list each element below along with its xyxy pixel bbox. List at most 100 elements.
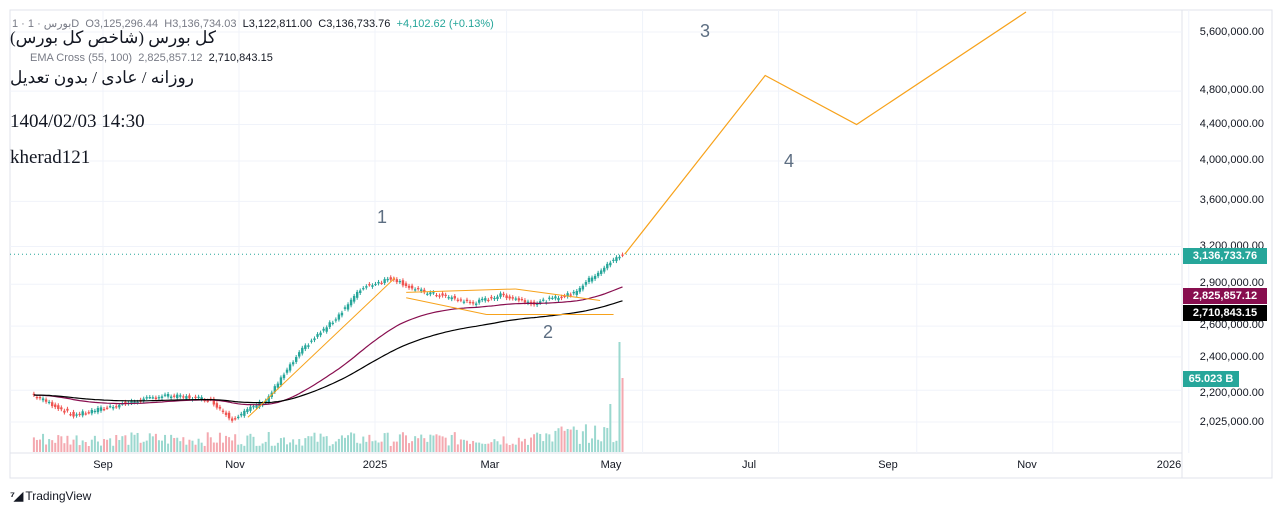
volume-bar-29	[121, 436, 124, 452]
candle-128	[423, 289, 426, 293]
candle-91	[310, 340, 313, 342]
volume-bar-166	[539, 433, 542, 452]
candle-43	[163, 394, 167, 396]
volume-bar-13	[72, 439, 75, 452]
volume-bar-109	[365, 441, 368, 452]
volume-bar-112	[374, 440, 377, 452]
candle-174	[563, 295, 566, 298]
candle-143	[468, 301, 472, 304]
volume-bar-18	[87, 445, 90, 452]
volume-bar-170	[551, 441, 554, 452]
volume-bar-154	[502, 436, 505, 452]
volume-bar-55	[200, 442, 203, 452]
volume-bar-39	[151, 436, 154, 452]
volume-bar-147	[481, 443, 484, 452]
volume-bar-20	[93, 435, 96, 452]
candle-153	[499, 293, 502, 297]
volume-bar-3	[42, 433, 45, 452]
volume-bar-193	[621, 378, 624, 452]
volume-bar-7	[54, 442, 57, 452]
volume-bar-9	[60, 436, 63, 452]
volume-bar-159	[517, 437, 520, 452]
candle-165	[535, 303, 539, 306]
candle-30	[124, 401, 127, 405]
candle-160	[520, 298, 524, 301]
volume-bar-44	[167, 443, 170, 452]
volume-bar-124	[411, 441, 414, 452]
candle-169	[548, 297, 551, 299]
volume-bar-75	[261, 443, 264, 452]
candle-56	[203, 399, 206, 402]
candle-117	[389, 277, 392, 280]
candle-180	[581, 285, 585, 290]
volume-bar-130	[429, 434, 432, 452]
volume-bar-179	[578, 443, 581, 452]
volume-bar-47	[176, 437, 179, 452]
volume-bar-185	[597, 439, 600, 452]
volume-badge: 65.023 B	[1183, 371, 1239, 387]
candle-114	[380, 282, 383, 284]
wave-label-2: 2	[543, 322, 554, 342]
volume-bar-68	[240, 444, 243, 452]
volume-bar-183	[591, 438, 594, 452]
candle-92	[313, 338, 316, 341]
volume-bar-122	[404, 435, 407, 452]
volume-bar-8	[57, 435, 60, 452]
candle-51	[188, 395, 191, 399]
tradingview-logo[interactable]: ⁷◢ TradingView	[10, 489, 91, 503]
price-tick-5600000: 5,600,000.00	[1199, 26, 1264, 38]
candle-100	[337, 314, 341, 320]
candle-103	[346, 304, 350, 310]
volume-bar-129	[426, 441, 429, 452]
trendline-wave-1	[247, 277, 396, 418]
candle-47	[176, 394, 179, 399]
candle-23	[102, 408, 106, 411]
volume-bar-156	[508, 445, 511, 452]
volume-bar-90	[307, 436, 310, 452]
candle-59	[212, 398, 216, 405]
candle-8	[57, 405, 60, 409]
volume-bar-132	[435, 434, 438, 452]
candle-67	[237, 416, 240, 418]
volume-bar-80	[276, 442, 279, 452]
chart-subtitle: روزانه / عادی / بدون تعدیل	[10, 68, 194, 87]
volume-bar-14	[75, 435, 78, 452]
candle-116	[386, 278, 389, 281]
candle-110	[368, 284, 371, 286]
candle-45	[169, 396, 173, 399]
candle-22	[99, 407, 103, 411]
candle-88	[301, 347, 304, 354]
candle-109	[365, 286, 368, 288]
candle-40	[154, 397, 158, 400]
candle-0	[32, 393, 36, 396]
candle-25	[108, 406, 112, 408]
candle-98	[331, 322, 334, 324]
candle-176	[569, 294, 572, 296]
candle-123	[407, 285, 411, 288]
candle-54	[197, 396, 200, 398]
candle-119	[395, 279, 399, 283]
candle-38	[148, 397, 151, 399]
candle-4	[44, 399, 48, 402]
volume-bar-81	[279, 438, 282, 452]
close-value: C3,136,733.76	[318, 18, 391, 30]
candle-77	[267, 396, 270, 403]
candle-82	[282, 374, 286, 379]
candle-144	[471, 302, 475, 304]
volume-bar-0	[32, 437, 35, 452]
volume-bar-163	[530, 437, 533, 452]
volume-bar-77	[267, 432, 270, 452]
candle-70	[246, 409, 249, 413]
volume-bar-108	[362, 436, 365, 452]
time-tick-jul: Jul	[741, 459, 757, 471]
volume-bar-84	[289, 442, 292, 452]
volume-bar-33	[133, 434, 136, 452]
candle-179	[578, 288, 582, 292]
volume-bar-61	[218, 432, 221, 452]
candle-177	[572, 291, 575, 294]
volume-bar-4	[45, 444, 48, 452]
candle-73	[255, 405, 258, 408]
candle-184	[593, 275, 597, 279]
candle-171	[554, 296, 557, 299]
